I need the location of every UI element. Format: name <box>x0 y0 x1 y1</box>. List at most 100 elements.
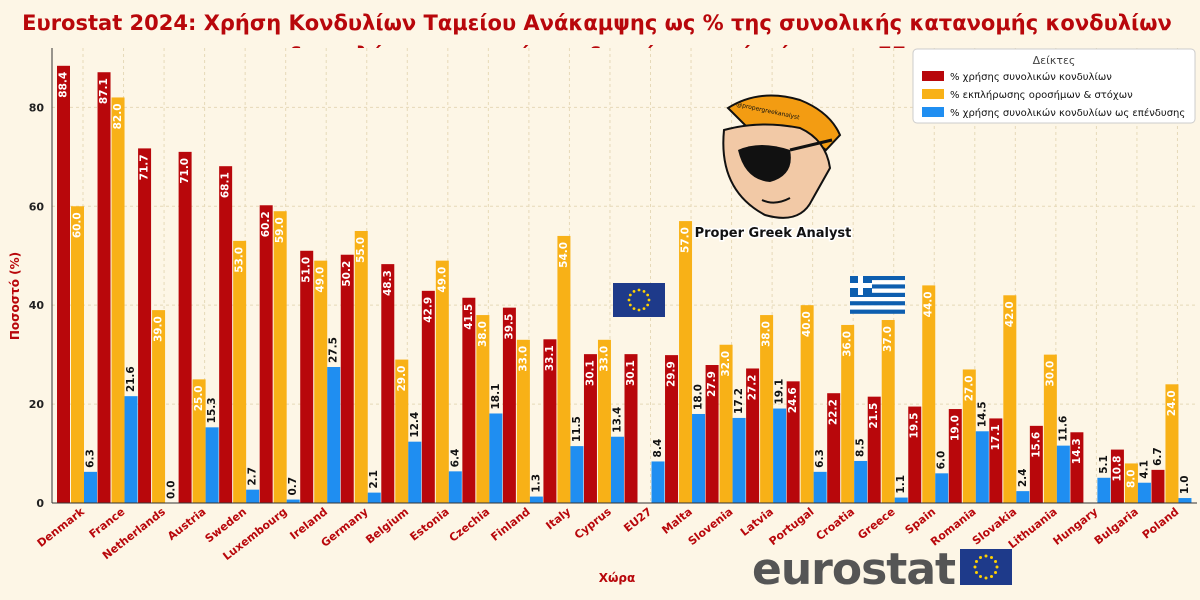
bar-ireland-series-1 <box>300 250 314 503</box>
bar-value-label: 2.4 <box>1017 469 1029 488</box>
bar-value-label: 14.3 <box>1071 438 1083 464</box>
x-tick-label: Finland <box>488 505 532 544</box>
bar-lithuania-series-1 <box>1029 425 1043 503</box>
bar-value-label: 54.0 <box>558 242 570 268</box>
bar-value-label: 19.1 <box>774 379 786 405</box>
bar-value-label: 41.5 <box>463 304 475 330</box>
bar-slovakia-series-3 <box>1016 491 1030 503</box>
bar-croatia-series-1 <box>827 393 841 503</box>
bar-value-label: 40.0 <box>801 311 813 337</box>
bar-value-label: 8.0 <box>1125 469 1137 488</box>
legend-title: Δείκτες <box>1033 54 1076 67</box>
bar-latvia-series-1 <box>746 368 760 503</box>
eu-star <box>637 288 641 292</box>
legend-label-series-2: % εκπλήρωσης οροσήμων & στόχων <box>950 89 1133 101</box>
bar-romania-series-2 <box>962 369 976 503</box>
bar-belgium-series-3 <box>408 441 422 503</box>
bar-germany-series-3 <box>367 492 381 503</box>
legend-swatch-series-3 <box>922 107 944 117</box>
bar-denmark-series-2 <box>71 206 84 503</box>
bar-estonia-series-3 <box>448 471 462 503</box>
bar-sweden-series-3 <box>246 489 260 503</box>
bar-slovenia-series-2 <box>719 344 733 503</box>
bar-value-label: 33.1 <box>544 345 556 371</box>
bar-value-label: 18.1 <box>490 384 502 410</box>
bar-malta-series-2 <box>679 221 693 503</box>
bar-malta-series-3 <box>692 413 706 503</box>
bar-value-label: 57.0 <box>680 227 692 253</box>
bar-value-label: 27.0 <box>963 375 975 401</box>
bar-value-label: 5.1 <box>1098 455 1110 474</box>
bar-spain-series-1 <box>908 406 922 503</box>
bar-hungary-series-1 <box>1070 432 1084 503</box>
greek-flag-stripe <box>850 276 905 281</box>
x-tick-label: Belgium <box>363 505 411 546</box>
eu-star <box>632 307 636 311</box>
bar-value-label: 38.0 <box>477 321 489 347</box>
watermark-cartoon: @propergreekanalyst Proper Greek Analyst <box>693 94 853 243</box>
bar-value-label: 68.1 <box>220 172 232 198</box>
bar-austria-series-3 <box>205 427 219 503</box>
bar-denmark-series-1 <box>57 65 70 503</box>
watermark-text: Proper Greek Analyst <box>695 226 852 241</box>
bar-value-label: 42.9 <box>422 297 434 323</box>
bar-portugal-series-1 <box>786 381 800 503</box>
bar-netherlands-series-1 <box>138 148 152 504</box>
eu-star <box>974 560 978 563</box>
bar-value-label: 22.2 <box>828 399 840 425</box>
bar-value-label: 44.0 <box>923 291 935 317</box>
x-tick-label: Czechia <box>447 505 492 544</box>
bar-value-label: 11.6 <box>1057 416 1069 442</box>
eu-star <box>646 293 650 297</box>
bar-latvia-series-3 <box>773 408 787 503</box>
bar-value-label: 17.1 <box>990 424 1002 450</box>
bar-austria-series-1 <box>178 151 192 503</box>
bar-finland-series-2 <box>516 339 530 503</box>
bar-value-label: 88.4 <box>58 72 70 98</box>
bar-slovakia-series-2 <box>1003 295 1017 503</box>
bar-cyprus-series-1 <box>583 354 597 503</box>
bar-hungary-series-3 <box>1097 477 1111 503</box>
eu-star <box>627 298 631 302</box>
bar-value-label: 0.7 <box>287 477 299 496</box>
bar-estonia-series-1 <box>421 290 435 503</box>
x-tick-label: Romania <box>928 505 979 548</box>
x-tick-label: Croatia <box>814 505 857 543</box>
eurostat-logo: eurostat <box>752 544 1012 595</box>
x-axis-title: Χώρα <box>599 571 636 585</box>
bar-croatia-series-3 <box>854 460 868 503</box>
bar-spain-series-2 <box>922 285 936 503</box>
bar-value-label: 32.0 <box>720 351 732 377</box>
bar-cyprus-series-2 <box>597 339 611 503</box>
x-tick-label: Spain <box>903 505 938 537</box>
bar-portugal-series-3 <box>813 471 827 503</box>
bar-value-label: 6.3 <box>814 449 826 468</box>
bar-value-label: 13.4 <box>611 407 623 433</box>
x-tick-label: Greece <box>855 505 897 542</box>
bar-value-label: 25.0 <box>193 385 205 411</box>
bar-value-label: 1.3 <box>530 474 542 493</box>
bar-lithuania-series-3 <box>1056 445 1070 503</box>
bar-denmark-series-3 <box>84 471 97 503</box>
bar-finland-series-1 <box>502 307 516 503</box>
bar-croatia-series-2 <box>841 324 855 503</box>
x-tick-label: Slovenia <box>686 505 736 548</box>
bar-value-label: 39.5 <box>503 314 515 340</box>
bar-labels-group: 88.4 87.1 71.7 71.0 68.1 60.2 51.0 50.2 48.3 42.9… <box>58 72 1191 499</box>
bar-value-label: 30.1 <box>584 360 596 386</box>
eu-star <box>990 575 993 579</box>
bar-value-label: 10.8 <box>1111 456 1123 482</box>
greek-flag-stripe <box>850 288 905 293</box>
bar-value-label: 1.1 <box>895 475 907 494</box>
greek-flag-stripe <box>850 280 905 285</box>
eu-star <box>642 289 646 293</box>
bar-value-label: 18.0 <box>693 384 705 410</box>
bar-value-label: 39.0 <box>153 316 165 342</box>
x-tick-label: Malta <box>659 505 694 537</box>
bar-france-series-1 <box>97 72 111 503</box>
x-tick-label: Austria <box>165 505 208 543</box>
bar-eu27-series-3 <box>651 461 665 503</box>
bar-romania-series-3 <box>975 431 989 503</box>
eu-star <box>646 303 650 307</box>
